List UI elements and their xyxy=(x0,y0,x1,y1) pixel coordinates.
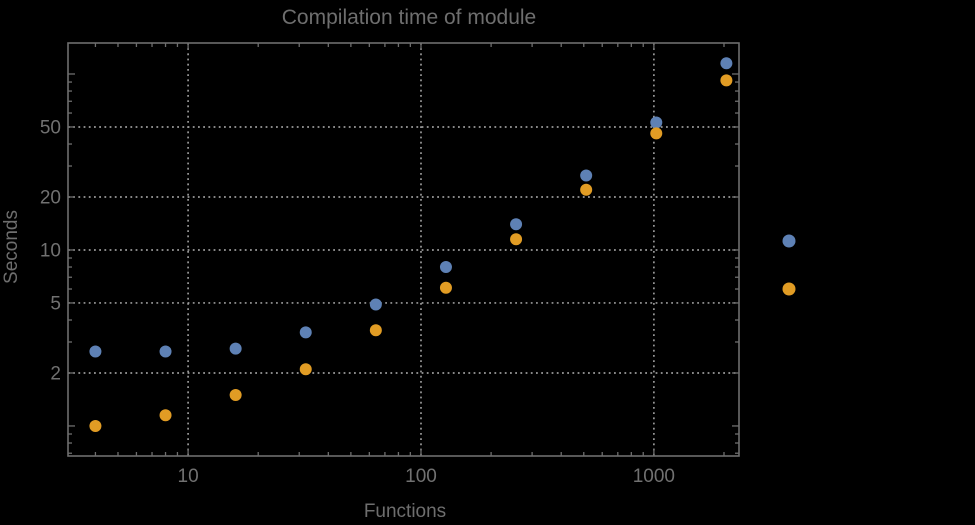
legend-marker-1 xyxy=(782,234,796,248)
data-point-series-2 xyxy=(369,324,382,337)
data-point-series-1 xyxy=(510,218,523,231)
data-point-series-1 xyxy=(580,169,593,182)
data-point-series-2 xyxy=(510,233,523,246)
y-tick-label: 20 xyxy=(40,187,61,208)
data-point-series-2 xyxy=(89,419,102,432)
y-tick-label: 50 xyxy=(40,117,61,138)
data-point-series-2 xyxy=(299,363,312,376)
y-tick-label: 10 xyxy=(40,240,61,261)
plot-frame xyxy=(67,42,740,457)
chart-title: Compilation time of module xyxy=(281,6,537,29)
x-tick-label: 100 xyxy=(405,466,437,487)
x-tick-label: 10 xyxy=(178,466,199,487)
data-point-series-2 xyxy=(229,388,242,401)
y-axis-label: Seconds xyxy=(1,210,22,284)
data-point-series-2 xyxy=(650,127,663,140)
data-point-series-1 xyxy=(650,116,663,129)
data-point-series-1 xyxy=(159,345,172,358)
data-point-series-1 xyxy=(299,326,312,339)
data-point-series-1 xyxy=(720,57,733,70)
data-point-series-2 xyxy=(159,409,172,422)
x-axis-label: Functions xyxy=(363,501,447,522)
data-point-series-2 xyxy=(439,281,452,294)
y-tick-label: 5 xyxy=(50,293,61,314)
data-point-series-1 xyxy=(229,342,242,355)
x-tick-label: 1000 xyxy=(633,466,675,487)
data-point-series-2 xyxy=(720,74,733,87)
data-point-series-1 xyxy=(439,261,452,274)
legend-marker-2 xyxy=(782,282,796,296)
data-point-series-1 xyxy=(89,345,102,358)
data-point-series-1 xyxy=(369,298,382,311)
data-point-series-2 xyxy=(580,183,593,196)
y-tick-label: 2 xyxy=(50,363,61,384)
